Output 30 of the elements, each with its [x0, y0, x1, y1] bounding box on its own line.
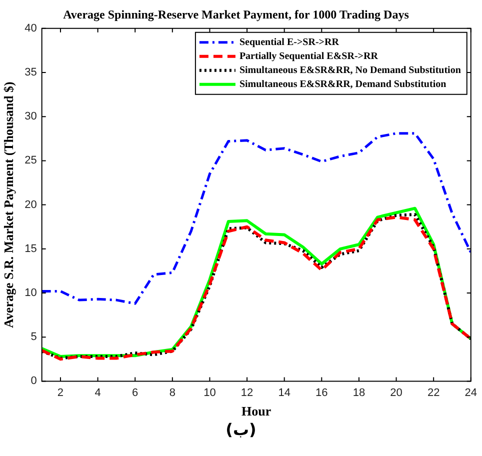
y-tick-label: 10 [24, 287, 37, 300]
chart-title: Average Spinning-Reserve Market Payment, for 1000 Trading Days [63, 7, 410, 22]
x-tick-label: 2 [57, 386, 64, 399]
y-axis-title: Average S.R. Market Payment (Thousand $) [1, 82, 16, 328]
x-tick-label: 22 [427, 386, 440, 399]
y-tick-label: 0 [30, 375, 37, 388]
legend-label: Partially Sequential E&SR->RR [239, 50, 379, 62]
x-tick-label: 18 [352, 386, 366, 399]
text: (ب) [224, 420, 258, 439]
legend-label: Simultaneous E&SR&RR, Demand Substitution [239, 78, 447, 90]
y-tick-label: 25 [24, 154, 37, 167]
x-tick-label: 24 [464, 386, 478, 399]
x-tick-label: 14 [278, 386, 290, 399]
x-tick-label: 10 [204, 386, 216, 399]
x-tick-label: 12 [240, 386, 254, 399]
y-tick-label: 20 [24, 198, 37, 211]
y-tick-label: 15 [24, 242, 37, 255]
x-tick-label: 8 [169, 386, 176, 399]
legend-label: Sequential E->SR->RR [239, 36, 340, 48]
y-tick-label: 40 [24, 22, 37, 34]
x-tick-label: 6 [132, 386, 138, 399]
x-tick-label: 20 [390, 386, 402, 399]
x-axis-title: Hour [242, 404, 272, 419]
x-tick-label: 16 [316, 386, 328, 399]
legend-label: Simultaneous E&SR&RR, No Demand Substitution [239, 64, 462, 76]
y-tick-label: 30 [24, 110, 37, 123]
line-series [42, 132, 471, 305]
y-tick-label: 35 [24, 66, 37, 79]
x-tick-label: 4 [94, 386, 101, 399]
y-tick-label: 5 [30, 331, 37, 344]
